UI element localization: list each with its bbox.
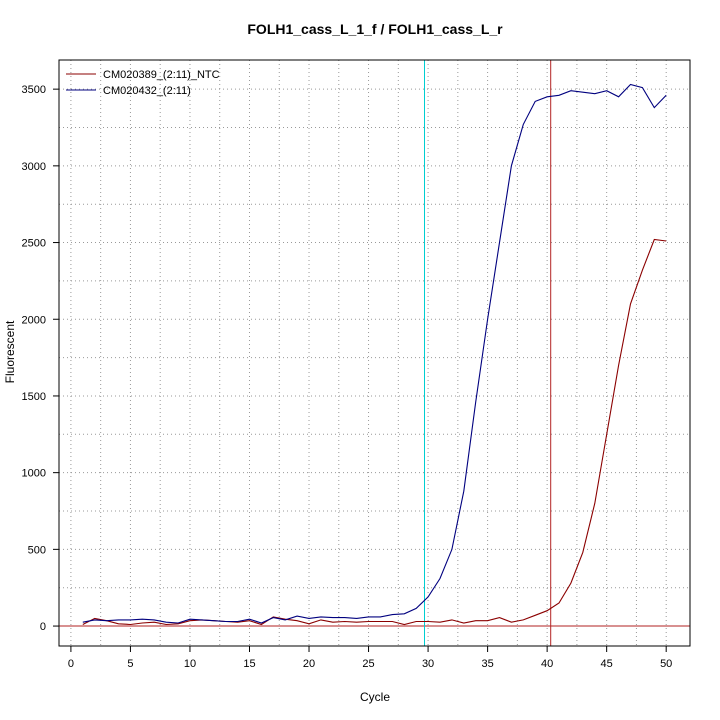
y-axis-label: Fluorescent: [3, 320, 17, 383]
x-tick-label: 15: [243, 658, 255, 670]
y-tick-label: 2500: [22, 238, 46, 250]
x-tick-label: 25: [362, 658, 374, 670]
y-tick-label: 500: [28, 544, 46, 556]
x-axis-label: Cycle: [360, 690, 390, 704]
x-tick-label: 35: [481, 658, 493, 670]
series-line-2: [82, 83, 667, 624]
y-tick-label: 3000: [22, 161, 46, 173]
series-line-1: [82, 238, 667, 626]
x-tick-label: 40: [541, 658, 553, 670]
x-tick-label: 10: [184, 658, 196, 670]
legend-label: CM020389_(2:11)_NTC: [103, 69, 220, 81]
x-tick-label: 5: [127, 658, 133, 670]
plot-frame: [58, 59, 691, 647]
x-tick-label: 20: [303, 658, 315, 670]
x-tick-label: 50: [660, 658, 672, 670]
x-tick-label: 0: [68, 658, 74, 670]
y-tick-label: 2000: [22, 314, 46, 326]
x-tick-label: 45: [601, 658, 613, 670]
series-lines: [82, 83, 667, 626]
reference-lines: [59, 60, 690, 646]
y-tick-label: 0: [40, 621, 46, 633]
y-tick-label: 1500: [22, 391, 46, 403]
grid-lines: [59, 60, 690, 646]
y-tick-label: 1000: [22, 468, 46, 480]
axes: 0 5 10 15 20 25 30 35 40 45 5005001000150020002500…: [22, 84, 673, 670]
y-tick-label: 3500: [22, 84, 46, 96]
legend-label: CM020432_(2:11): [103, 85, 191, 97]
legend: CM020389_(2:11)_NTC CM020432_(2:11): [66, 69, 220, 97]
chart-title: FOLH1_cass_L_1_f / FOLH1_cass_L_r: [247, 21, 503, 37]
x-tick-label: 30: [422, 658, 434, 670]
